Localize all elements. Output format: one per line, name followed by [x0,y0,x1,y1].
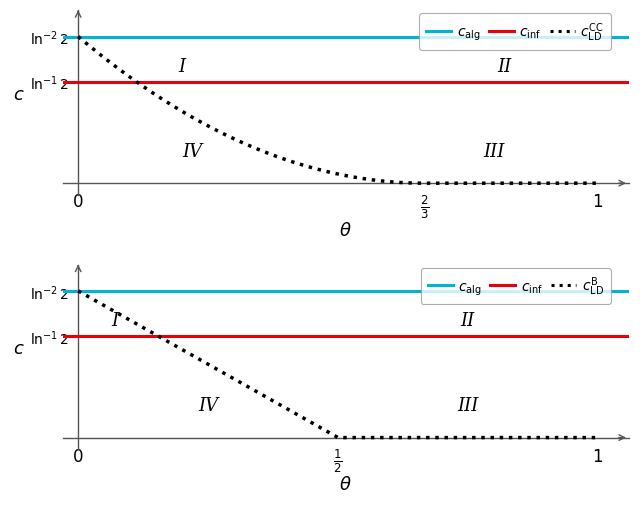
Text: I: I [111,312,118,330]
Y-axis label: $c$: $c$ [13,339,25,357]
Text: II: II [497,58,511,76]
Text: II: II [461,312,475,330]
Text: III: III [457,396,479,415]
Text: IV: IV [198,396,218,415]
X-axis label: $\theta$: $\theta$ [339,222,352,239]
Text: I: I [179,58,186,76]
Legend: $c_{\mathrm{alg}}$, $c_{\mathrm{inf}}$, $c^{\mathrm{CC}}_{\mathrm{LD}}$: $c_{\mathrm{alg}}$, $c_{\mathrm{inf}}$, … [419,14,611,51]
Y-axis label: $c$: $c$ [13,85,25,104]
Text: IV: IV [182,142,202,161]
Legend: $c_{\mathrm{alg}}$, $c_{\mathrm{inf}}$, $c^{\mathrm{B}}_{\mathrm{LD}}$: $c_{\mathrm{alg}}$, $c_{\mathrm{inf}}$, … [420,268,611,305]
X-axis label: $\theta$: $\theta$ [339,476,352,493]
Text: III: III [483,142,504,161]
